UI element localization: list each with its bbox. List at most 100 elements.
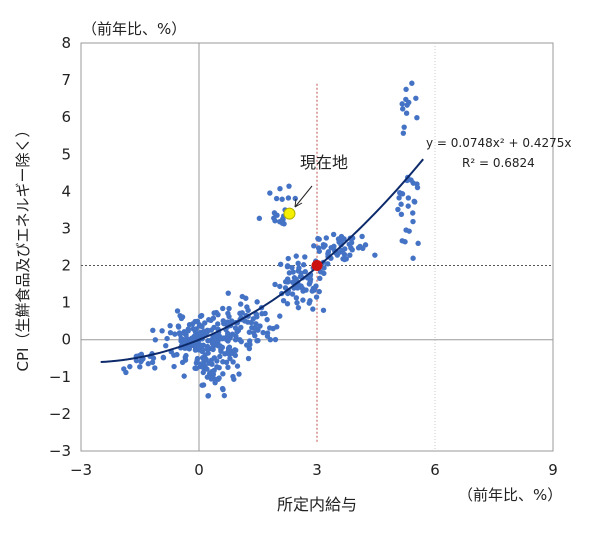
current-position-label: 現在地 [300,153,348,172]
data-point [190,326,196,332]
data-point [313,294,320,300]
data-point [293,253,299,259]
data-point [230,373,236,380]
data-point [348,239,355,246]
data-point [372,252,378,258]
data-point [150,327,156,333]
x-tick-label: 0 [194,461,204,479]
data-point [137,364,143,370]
data-point [175,323,182,329]
data-point [176,330,183,336]
y-tick-label: 5 [61,145,71,163]
data-point [220,371,226,377]
data-point [206,316,212,323]
data-point [233,347,239,353]
data-point [212,376,218,382]
y-tick-label: 0 [61,331,71,349]
data-point [202,363,208,370]
data-point [289,264,295,271]
data-point [286,183,292,189]
y-unit-label: （前年比、%） [82,20,186,38]
data-point [309,288,315,294]
data-point [398,201,404,207]
data-point [303,287,309,293]
data-point [192,347,199,353]
data-point [322,242,328,249]
data-point [224,319,231,325]
data-point [236,371,242,377]
y-tick-label: −2 [49,405,71,423]
data-point [280,216,286,223]
data-point [152,365,158,371]
data-point [323,235,329,241]
data-point [403,86,409,93]
data-point [178,335,184,342]
data-point [267,336,274,343]
data-point [245,355,252,362]
data-point [324,261,331,267]
highlight-marker [311,260,323,272]
data-point [237,336,243,343]
data-point [359,233,365,240]
y-tick-label: 1 [61,294,71,312]
data-point [174,308,181,314]
data-point [277,283,283,290]
data-point [330,231,337,238]
data-point [167,322,173,329]
data-point [252,333,258,339]
data-point [248,319,254,326]
data-point [279,196,285,202]
data-point [349,247,355,253]
x-tick-label: −3 [70,461,92,479]
data-point [412,199,418,205]
data-point [204,343,211,350]
data-point [183,352,189,359]
data-point [300,262,307,268]
data-point [313,283,319,289]
data-point [200,369,206,376]
data-point [237,301,244,307]
data-point [138,351,145,357]
data-point [220,305,226,312]
data-point [396,195,402,201]
data-point [293,295,300,301]
data-point [339,247,345,254]
data-point [321,265,327,271]
data-point [194,355,201,362]
data-point [335,236,342,242]
data-point [253,311,259,318]
data-point [201,357,207,363]
data-point [152,337,159,343]
data-point [403,110,410,116]
data-point [210,344,216,350]
data-point [193,360,200,366]
data-point [229,331,236,337]
x-tick-label: 9 [548,461,558,479]
data-point [271,210,278,216]
data-point [211,367,217,374]
data-point [317,275,323,282]
data-point [215,311,221,318]
data-point [395,206,401,213]
data-point [316,288,322,295]
data-point [189,321,196,327]
data-point [270,325,276,332]
data-point [249,324,255,331]
data-point [163,342,169,349]
data-point [273,195,280,202]
data-point [302,254,308,260]
data-point [247,338,253,344]
data-point [405,203,411,209]
data-point [400,106,406,112]
data-point [285,195,292,201]
data-point [316,236,322,242]
data-point [277,313,283,319]
y-tick-label: 2 [61,257,71,275]
trend-line [100,158,424,363]
data-point [260,329,266,336]
current-position-arrow [294,185,313,208]
data-point [181,329,187,335]
data-point [234,328,240,335]
data-point [179,314,186,320]
data-point [262,310,268,317]
